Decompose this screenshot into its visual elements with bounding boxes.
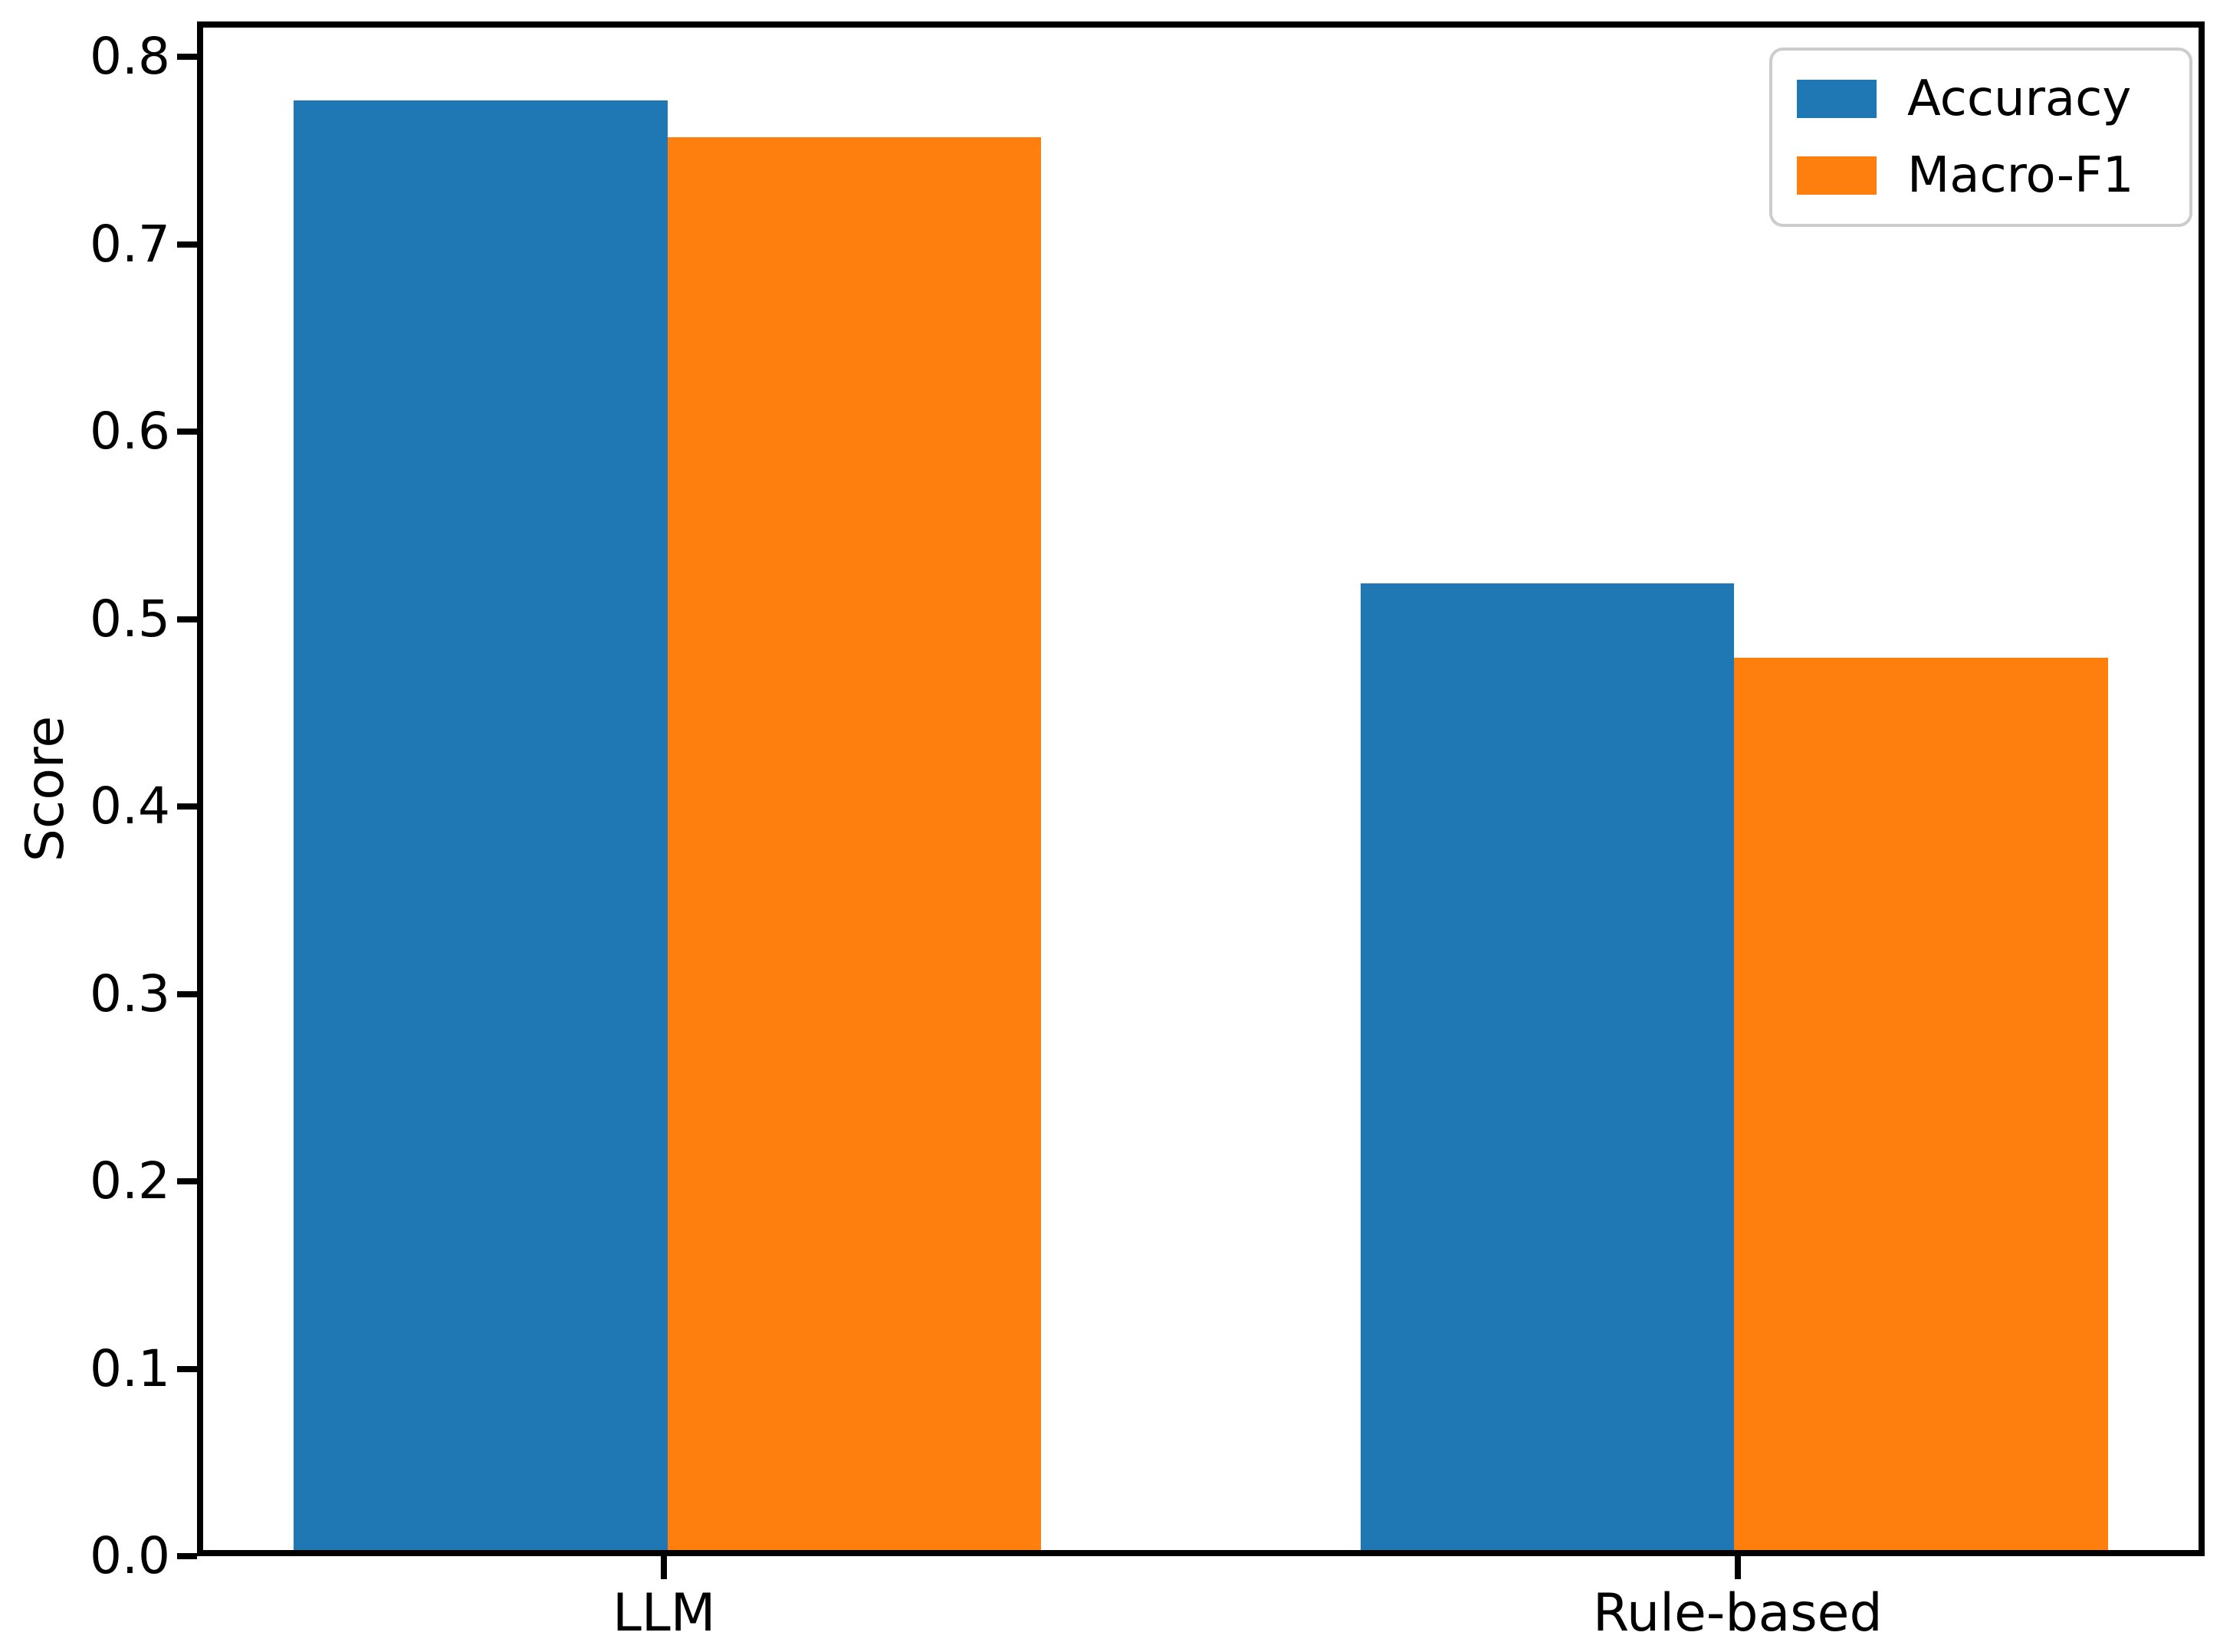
y-tick-mark-0-2: [177, 1178, 197, 1185]
y-tick-label-0-7: 0.7: [90, 214, 170, 274]
bar-llm-accuracy: [294, 100, 668, 1550]
legend: Accuracy Macro-F1: [1769, 48, 2192, 227]
legend-label-accuracy: Accuracy: [1907, 71, 2132, 127]
y-tick-label-0-6: 0.6: [90, 402, 170, 461]
plot-area: [197, 21, 2205, 1556]
y-tick-mark-0-4: [177, 803, 197, 810]
y-tick-label-0-1: 0.1: [90, 1338, 170, 1398]
x-tick-mark-rule-based: [1734, 1556, 1741, 1579]
y-tick-mark-0-1: [177, 1365, 197, 1372]
x-tick-mark-llm: [661, 1556, 668, 1579]
y-tick-label-0-5: 0.5: [90, 589, 170, 649]
y-tick-label-0-8: 0.8: [90, 27, 170, 87]
legend-swatch-icon-accuracy: [1797, 80, 1877, 118]
legend-swatch-icon-macro-f1: [1797, 156, 1877, 195]
x-tick-label-rule-based: Rule-based: [1592, 1583, 1883, 1644]
legend-item-macro-f1: Macro-F1: [1797, 149, 2165, 202]
y-tick-label-0-4: 0.4: [90, 777, 170, 836]
bar-rule-based-macro-f1: [1734, 658, 2108, 1550]
legend-label-macro-f1: Macro-F1: [1907, 147, 2134, 204]
y-tick-mark-0-7: [177, 241, 197, 248]
legend-item-accuracy: Accuracy: [1797, 72, 2165, 126]
y-tick-label-0-2: 0.2: [90, 1151, 170, 1211]
y-tick-label-0-0: 0.0: [90, 1526, 170, 1585]
y-tick-label-0-3: 0.3: [90, 964, 170, 1023]
x-tick-label-llm: LLM: [612, 1583, 716, 1644]
y-tick-mark-0-0: [177, 1553, 197, 1559]
bar-rule-based-accuracy: [1361, 583, 1735, 1550]
y-tick-mark-0-3: [177, 990, 197, 997]
bar-llm-macro-f1: [667, 137, 1041, 1550]
y-tick-mark-0-5: [177, 616, 197, 622]
y-tick-mark-0-8: [177, 54, 197, 61]
y-tick-mark-0-6: [177, 429, 197, 435]
